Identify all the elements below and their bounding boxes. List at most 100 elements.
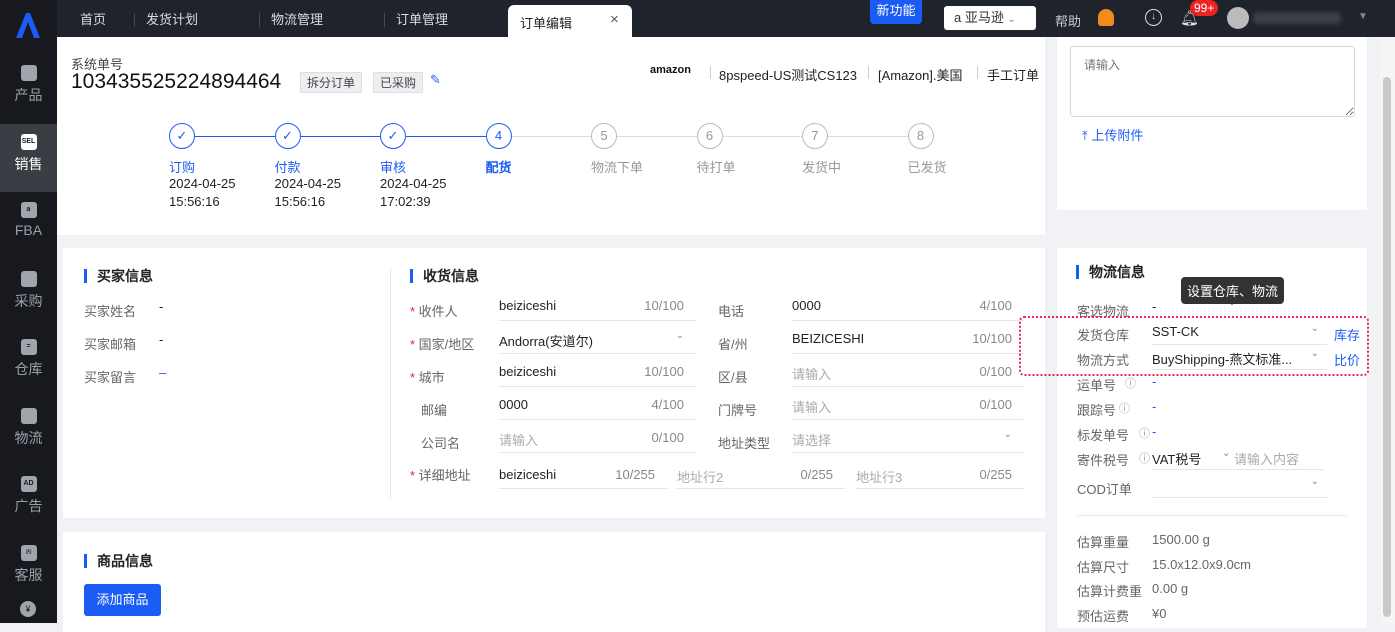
step-connector <box>300 136 381 137</box>
sidebar-item-0[interactable]: 产品 <box>0 55 57 123</box>
info-icon[interactable]: ⓘ <box>1119 403 1130 415</box>
scrollbar[interactable] <box>1380 37 1395 623</box>
sel-icon: SEL <box>20 133 37 150</box>
step-connector <box>406 136 486 137</box>
upload-attachment-button[interactable]: ⤒ 上传附件 <box>1082 128 1144 143</box>
cod-select[interactable]: ⌄ <box>1152 472 1327 498</box>
step-label: 配货 <box>485 160 512 175</box>
input-field[interactable]: 请输入 0/100 <box>792 361 1024 387</box>
chevron-down-icon: ⌄ <box>1310 323 1319 334</box>
sidebar-item-7[interactable]: ✉ 客服 <box>0 535 57 603</box>
input-field[interactable]: beiziceshi 10/100 <box>499 295 696 321</box>
close-tab-icon[interactable]: × <box>610 11 619 28</box>
input-field[interactable]: BEIZICESHI 10/100 <box>792 328 1024 354</box>
remark-card: ⤒ 上传附件 <box>1057 37 1367 210</box>
step-6-circle: 6 <box>696 123 723 149</box>
info-icon[interactable]: ⓘ <box>1139 453 1150 465</box>
address-line-input[interactable]: 地址行2 0/255 <box>677 463 845 489</box>
tax-number-input[interactable]: 请输入内容 <box>1234 452 1300 467</box>
input-field[interactable]: 请输入 0/100 <box>792 394 1024 420</box>
info-icon[interactable]: ⓘ <box>1139 428 1150 440</box>
edit-icon[interactable]: ✎ <box>430 72 441 87</box>
tab-1[interactable]: 发货计划 <box>146 12 199 27</box>
select-field[interactable]: 请选择 ⌄ <box>792 427 1024 453</box>
step-8-circle: 8 <box>907 123 934 149</box>
step-1-circle: ✓ <box>169 123 195 149</box>
sidebar-item-4[interactable]: = 仓库 <box>0 329 57 397</box>
sidebar-item-6[interactable]: AD 广告 <box>0 466 57 534</box>
order-header-card: 系统单号 103435525224894464 拆分订单 已采购 ✎ amazo… <box>57 37 1045 235</box>
warehouse-icon: = <box>20 339 37 355</box>
input-field[interactable]: 0000 4/100 <box>792 295 1024 321</box>
step-connector <box>828 136 908 137</box>
sidebar-item-5[interactable]: 物流 <box>0 398 57 466</box>
address-line-input[interactable]: 地址行3 0/255 <box>856 463 1024 489</box>
buyer-shipping-card: 买家信息 买家姓名 - 买家邮箱 - 买家留言 – 收货信息 * 收件人 beizicesh… <box>63 248 1045 518</box>
yuan-icon[interactable]: ¥ <box>20 601 36 617</box>
mail-icon: ✉ <box>20 544 37 561</box>
input-field[interactable]: 0000 4/100 <box>499 394 696 420</box>
shipping-method-select[interactable]: BuyShipping-燕文标准... ⌄ <box>1152 344 1327 370</box>
step-5-circle: 5 <box>591 123 617 149</box>
step-label: 审核 <box>380 160 407 175</box>
step-2-circle: ✓ <box>274 123 301 149</box>
chevron-down-icon: ⌄ <box>1007 14 1016 25</box>
product-card: 商品信息 添加商品 <box>63 532 1045 632</box>
select-field[interactable]: Andorra(安道尔) ⌄ <box>499 328 696 354</box>
tab-0[interactable]: 首页 <box>80 12 107 27</box>
headset-icon[interactable] <box>1098 9 1114 26</box>
truck-icon <box>20 407 37 424</box>
tax-number-field[interactable]: VAT税号 ⌄ 请输入内容 <box>1152 444 1324 470</box>
step-connector <box>511 136 592 137</box>
chevron-down-icon: ⌄ <box>1222 448 1231 459</box>
warehouse-select[interactable]: SST-CK ⌄ <box>1152 319 1327 345</box>
tab-3[interactable]: 订单管理 <box>396 12 449 27</box>
step-connector <box>617 136 697 137</box>
tab-2[interactable]: 物流管理 <box>271 12 324 27</box>
sidebar-item-1[interactable]: SEL 销售 <box>0 123 57 192</box>
tag-purchased: 已采购 <box>373 72 424 93</box>
tab-order-edit[interactable]: 订单编辑 × <box>508 5 632 39</box>
scrollbar-thumb[interactable] <box>1383 77 1391 617</box>
user-menu-caret-icon[interactable]: ▼ <box>1358 11 1368 22</box>
step-label: 发货中 <box>802 160 842 175</box>
chevron-down-icon: ⌄ <box>1003 429 1012 440</box>
order-number: 103435525224894464 <box>71 70 282 93</box>
add-product-button[interactable]: 添加商品 <box>84 584 161 616</box>
input-field[interactable]: beiziceshi 10/100 <box>499 361 696 387</box>
amazon-box-icon: a <box>20 202 37 218</box>
username-blurred <box>1253 12 1341 24</box>
sidebar-item-3[interactable]: 采购 <box>0 261 57 329</box>
app-logo[interactable] <box>13 10 43 40</box>
input-field[interactable]: 请输入 0/100 <box>499 427 696 453</box>
download-icon[interactable]: ↓ <box>1145 9 1162 26</box>
step-label: 付款 <box>274 160 301 175</box>
info-icon[interactable]: ⓘ <box>1125 378 1136 390</box>
sidebar: 产品 SEL 销售 a FBA 采购 = 仓库 物流 AD 广告 ✉ 客服 ¥ <box>0 0 57 623</box>
tooltip: 设置仓库、物流 <box>1181 277 1285 304</box>
tax-type-select[interactable]: VAT税号 <box>1152 452 1202 467</box>
remark-textarea[interactable] <box>1070 46 1355 117</box>
step-label: 物流下单 <box>591 160 644 175</box>
chevron-down-icon: ⌄ <box>1310 348 1319 359</box>
notification-count: 99+ <box>1190 0 1219 16</box>
step-3-circle: ✓ <box>380 123 406 149</box>
step-label: 已发货 <box>907 160 947 175</box>
compare-price-link[interactable]: 比价 <box>1334 353 1361 368</box>
step-4-circle: 4 <box>485 123 512 149</box>
address-line-input[interactable]: beiziceshi 10/255 <box>499 463 667 489</box>
stock-link[interactable]: 库存 <box>1334 328 1361 343</box>
chevron-down-icon: ⌄ <box>1310 476 1319 487</box>
help-link[interactable]: 帮助 <box>1055 14 1082 29</box>
avatar[interactable] <box>1227 7 1249 29</box>
highlight-box <box>1019 316 1369 376</box>
bag-icon <box>20 65 37 81</box>
platform-switcher[interactable]: a 亚马逊 ⌄ <box>944 6 1036 30</box>
logistics-card: 物流信息 设置仓库、物流 客选物流 - 发货仓库 SST-CK ⌄ 库存 物流方式… <box>1019 248 1369 628</box>
new-feature-badge[interactable]: 新功能 <box>870 0 922 24</box>
ad-icon: AD <box>20 476 37 492</box>
sidebar-item-2[interactable]: a FBA <box>0 192 57 260</box>
step-connector <box>722 136 803 137</box>
amazon-logo: amazon <box>650 64 691 76</box>
upload-icon: ⤒ <box>1082 128 1088 143</box>
